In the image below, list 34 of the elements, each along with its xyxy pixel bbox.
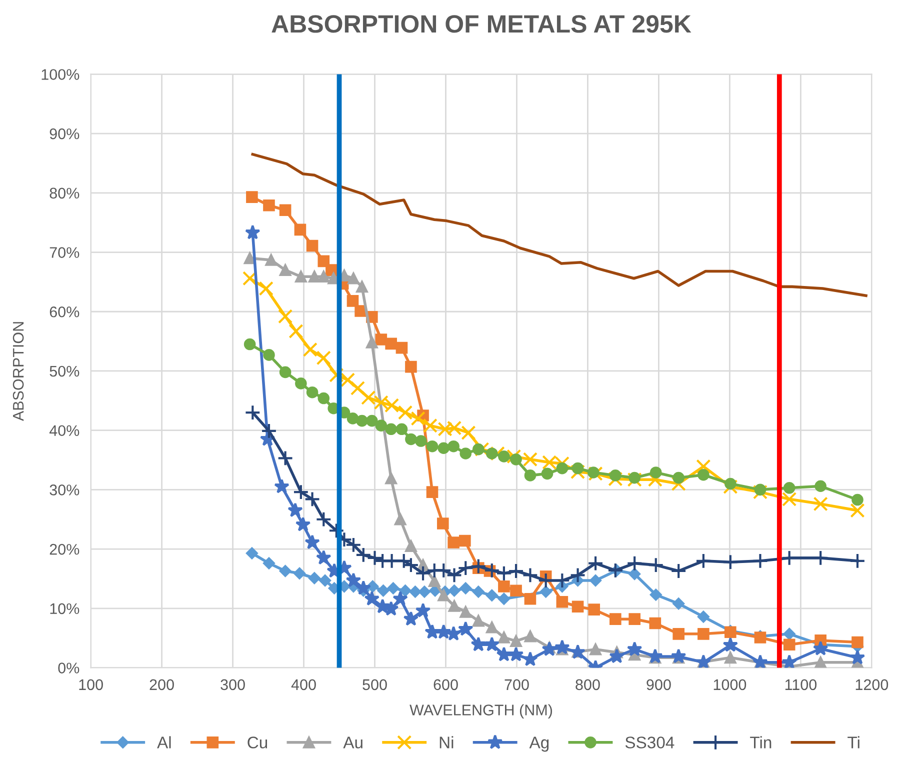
legend-label: Ti [848, 736, 860, 748]
x-tick-label: 200 [150, 679, 174, 690]
x-tick-label: 1000 [714, 679, 746, 690]
legend-label: Tin [750, 736, 772, 748]
y-tick-label: 40% [49, 425, 80, 436]
y-tick-label: 60% [50, 306, 80, 318]
x-tick-label: 100 [79, 679, 103, 690]
legend-label: Al [157, 736, 171, 748]
x-tick-label: 700 [504, 679, 529, 690]
y-tick-label: 90% [50, 128, 80, 140]
y-tick-label: 30% [50, 484, 80, 496]
y-tick-label: 50% [50, 366, 80, 377]
chart-title: ABSORPTION OF METALS AT 295K [272, 15, 692, 33]
x-tick-label: 300 [220, 679, 245, 690]
y-tick-label: 80% [50, 188, 80, 199]
x-tick-label: 500 [362, 679, 387, 690]
x-tick-label: 600 [434, 679, 458, 690]
y-tick-label: 0% [58, 662, 80, 674]
y-tick-label: 10% [50, 603, 80, 614]
y-tick-label: 70% [50, 247, 80, 258]
x-tick-label: 800 [576, 679, 600, 690]
legend-label: Ag [529, 736, 549, 752]
legend-label: SS304 [625, 736, 674, 748]
x-axis-title: WAVELENGTH (NM) [410, 704, 552, 718]
x-tick-label: 1100 [785, 679, 817, 690]
x-tick-label: 1200 [856, 679, 888, 690]
legend-label: Ni [440, 736, 454, 748]
y-tick-label: 100% [42, 69, 80, 80]
x-tick-label: 900 [646, 679, 671, 690]
y-axis-title: ABSORPTION [12, 322, 24, 422]
y-tick-label: 20% [50, 544, 80, 555]
x-tick-label: 400 [291, 679, 316, 690]
legend-label: Cu [248, 736, 268, 748]
legend-label: Au [343, 736, 362, 748]
